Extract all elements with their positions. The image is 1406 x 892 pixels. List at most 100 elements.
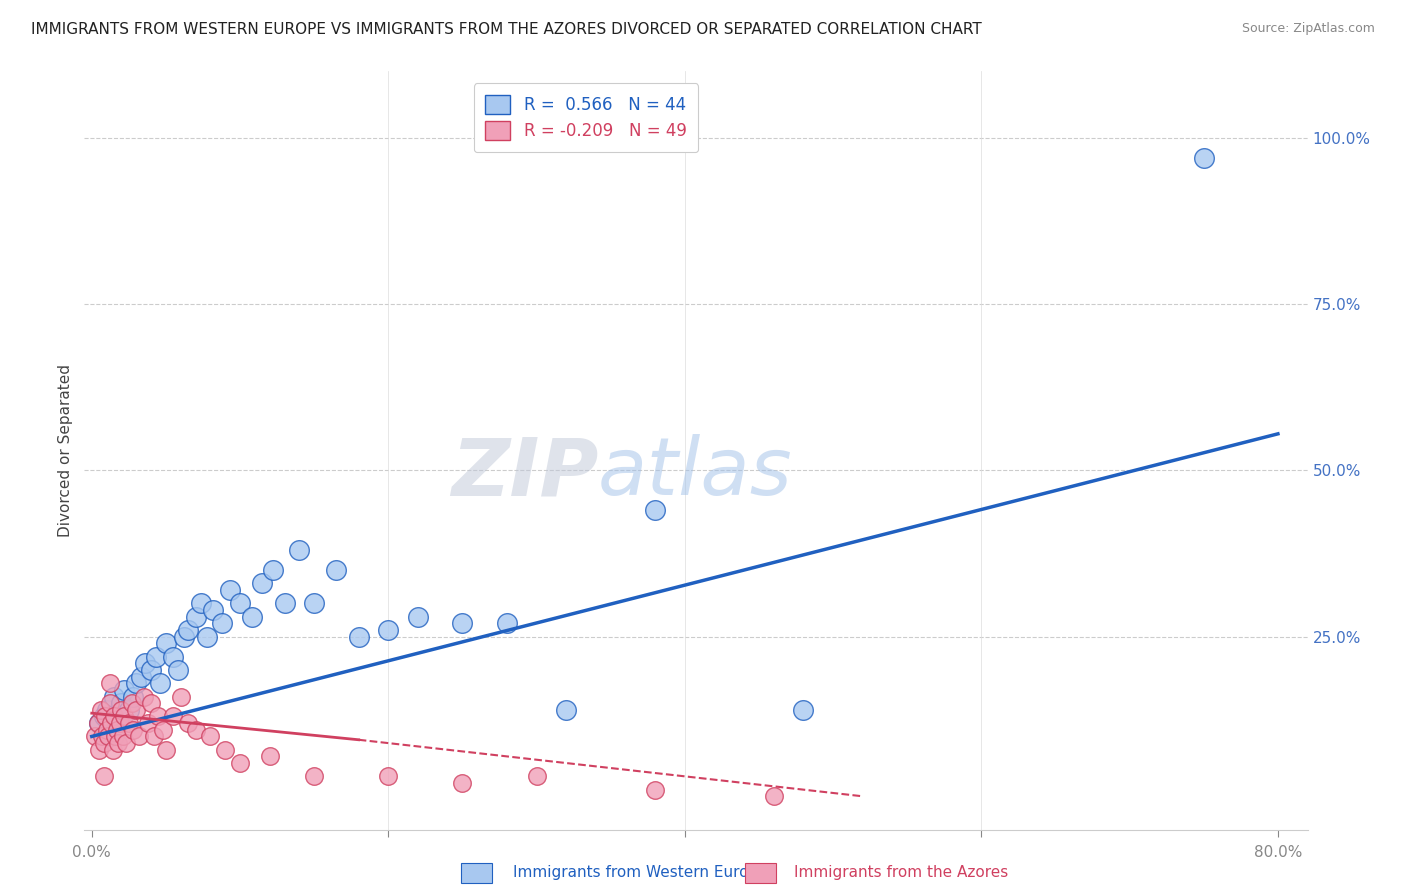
- Point: [111, 730, 134, 744]
- Text: atlas: atlas: [598, 434, 793, 512]
- Point: [122, 723, 145, 737]
- Point: [108, 716, 131, 731]
- Point: [218, 583, 240, 598]
- Point: [93, 736, 115, 750]
- Point: [100, 716, 122, 731]
- Point: [148, 709, 170, 723]
- Text: Immigrants from Western Europe: Immigrants from Western Europe: [513, 865, 768, 880]
- Text: Source: ZipAtlas.com: Source: ZipAtlas.com: [1241, 22, 1375, 36]
- Point: [90, 703, 112, 717]
- Point: [792, 703, 814, 717]
- Point: [262, 563, 284, 577]
- Point: [91, 730, 114, 744]
- Point: [202, 603, 225, 617]
- Point: [118, 703, 141, 717]
- Point: [98, 676, 121, 690]
- Point: [155, 636, 177, 650]
- Point: [98, 730, 121, 744]
- Point: [177, 623, 200, 637]
- Point: [555, 703, 578, 717]
- Point: [184, 609, 207, 624]
- Point: [377, 769, 399, 783]
- Point: [240, 609, 263, 624]
- Point: [110, 696, 132, 710]
- Point: [229, 756, 252, 770]
- Point: [644, 503, 666, 517]
- Point: [1192, 151, 1215, 165]
- Point: [177, 716, 200, 731]
- Point: [128, 730, 150, 744]
- Point: [101, 743, 124, 757]
- Point: [496, 616, 519, 631]
- Point: [115, 736, 138, 750]
- Point: [149, 676, 172, 690]
- Point: [112, 682, 135, 697]
- Point: [170, 690, 193, 704]
- Point: [86, 716, 108, 731]
- Point: [377, 623, 399, 637]
- Point: [451, 776, 474, 790]
- Point: [103, 709, 125, 723]
- Point: [104, 730, 127, 744]
- Text: ZIP: ZIP: [451, 434, 598, 512]
- Point: [125, 676, 148, 690]
- Point: [93, 709, 115, 723]
- Point: [173, 630, 195, 644]
- Point: [112, 709, 135, 723]
- Point: [229, 596, 252, 610]
- Point: [762, 789, 785, 804]
- Point: [252, 576, 274, 591]
- Point: [211, 616, 233, 631]
- Point: [406, 609, 429, 624]
- Point: [145, 649, 167, 664]
- Point: [94, 709, 117, 723]
- Point: [644, 782, 666, 797]
- Point: [132, 690, 155, 704]
- Point: [89, 743, 111, 757]
- Point: [166, 663, 188, 677]
- Point: [152, 723, 174, 737]
- Point: [110, 703, 132, 717]
- Point: [93, 769, 115, 783]
- Point: [107, 736, 129, 750]
- Point: [325, 563, 347, 577]
- Point: [184, 723, 207, 737]
- Point: [273, 596, 295, 610]
- Point: [190, 596, 212, 610]
- Point: [162, 649, 184, 664]
- Point: [96, 703, 118, 717]
- Point: [97, 730, 120, 744]
- Point: [125, 703, 148, 717]
- Point: [83, 730, 105, 744]
- Point: [136, 716, 159, 731]
- Point: [200, 730, 222, 744]
- Point: [139, 663, 162, 677]
- Point: [162, 709, 184, 723]
- Point: [139, 696, 162, 710]
- Point: [121, 696, 143, 710]
- Point: [288, 543, 311, 558]
- Point: [526, 769, 548, 783]
- Point: [129, 670, 152, 684]
- Point: [107, 709, 129, 723]
- Point: [143, 730, 166, 744]
- Point: [118, 716, 141, 731]
- Y-axis label: Divorced or Separated: Divorced or Separated: [58, 364, 73, 537]
- Point: [451, 616, 474, 631]
- Legend: R =  0.566   N = 44, R = -0.209   N = 49: R = 0.566 N = 44, R = -0.209 N = 49: [474, 84, 699, 152]
- Point: [105, 723, 128, 737]
- Point: [302, 769, 325, 783]
- Point: [98, 696, 121, 710]
- Point: [96, 723, 118, 737]
- Point: [89, 716, 111, 731]
- Point: [197, 630, 219, 644]
- Point: [122, 690, 145, 704]
- Point: [214, 743, 236, 757]
- Point: [134, 657, 156, 671]
- Point: [259, 749, 281, 764]
- Point: [302, 596, 325, 610]
- Point: [155, 743, 177, 757]
- Text: Immigrants from the Azores: Immigrants from the Azores: [794, 865, 1008, 880]
- Text: IMMIGRANTS FROM WESTERN EUROPE VS IMMIGRANTS FROM THE AZORES DIVORCED OR SEPARAT: IMMIGRANTS FROM WESTERN EUROPE VS IMMIGR…: [31, 22, 981, 37]
- Point: [347, 630, 370, 644]
